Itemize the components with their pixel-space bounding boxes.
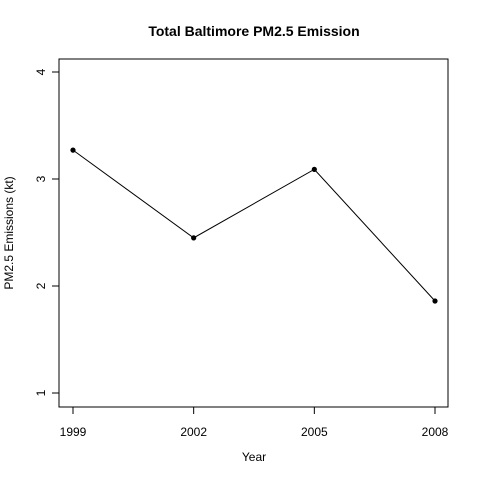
y-tick-label: 1 xyxy=(34,389,48,396)
data-point xyxy=(70,147,76,153)
x-tick-label: 2008 xyxy=(422,425,449,439)
y-axis-label: PM2.5 Emissions (kt) xyxy=(2,176,16,289)
y-axis: 1 2 3 4 xyxy=(34,68,60,396)
series-line xyxy=(72,149,436,302)
plot-frame xyxy=(58,58,449,408)
series-group xyxy=(70,147,438,304)
data-point xyxy=(432,298,438,304)
x-tick-label: 1999 xyxy=(60,425,87,439)
data-point xyxy=(191,235,197,241)
x-axis-label: Year xyxy=(242,450,266,464)
y-tick-label: 3 xyxy=(34,175,48,182)
x-axis: 1999 2002 2005 2008 xyxy=(60,406,449,439)
data-point xyxy=(311,166,317,172)
x-tick-label: 2005 xyxy=(301,425,328,439)
y-tick-label: 2 xyxy=(34,282,48,289)
chart-title: Total Baltimore PM2.5 Emission xyxy=(148,23,359,39)
y-tick-label: 4 xyxy=(34,68,48,75)
x-tick-label: 2002 xyxy=(180,425,207,439)
